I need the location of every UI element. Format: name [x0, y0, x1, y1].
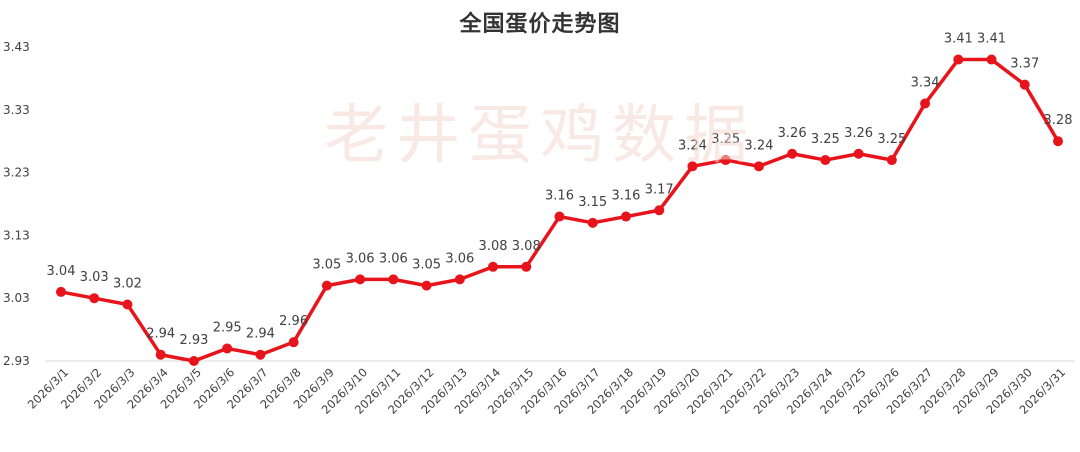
data-label: 3.28 — [1044, 113, 1073, 128]
data-point — [56, 286, 66, 297]
chart-title: 全国蛋价走势图 — [459, 12, 621, 37]
data-label: 3.34 — [911, 76, 940, 91]
data-label: 2.95 — [213, 320, 242, 335]
data-point — [920, 98, 931, 109]
y-tick-label: 3.13 — [3, 228, 30, 242]
data-point — [155, 349, 166, 360]
data-point — [1053, 136, 1063, 147]
y-tick-label: 3.03 — [3, 291, 30, 305]
data-label: 3.41 — [977, 32, 1006, 47]
data-point — [720, 155, 731, 166]
data-label: 3.02 — [113, 276, 142, 291]
y-tick-label: 3.43 — [3, 40, 30, 54]
data-point — [886, 155, 897, 166]
data-point — [188, 356, 199, 366]
data-point — [89, 293, 100, 304]
data-label: 3.17 — [645, 182, 674, 197]
data-point — [753, 161, 764, 172]
data-point — [953, 54, 964, 65]
data-label: 3.25 — [877, 132, 906, 147]
data-label: 3.06 — [445, 251, 474, 266]
data-point — [654, 205, 665, 216]
y-tick-label: 3.33 — [3, 103, 30, 117]
data-point — [421, 280, 432, 291]
data-label: 2.93 — [179, 333, 208, 348]
data-label: 3.15 — [578, 195, 607, 210]
data-point — [820, 155, 831, 166]
data-label: 3.37 — [1010, 57, 1039, 72]
data-label: 2.96 — [279, 314, 308, 329]
data-label: 3.16 — [545, 189, 574, 204]
data-label: 3.26 — [844, 126, 873, 141]
data-point — [853, 148, 864, 159]
data-point — [488, 261, 499, 272]
data-label: 2.94 — [246, 327, 275, 342]
data-point — [454, 274, 465, 285]
data-label: 3.08 — [479, 239, 508, 254]
data-point — [687, 161, 698, 172]
data-label: 3.16 — [611, 189, 640, 204]
series-line — [59, 57, 1060, 363]
data-label: 3.05 — [412, 258, 441, 273]
data-label: 3.25 — [811, 132, 840, 147]
data-point — [355, 274, 366, 285]
data-label: 3.26 — [778, 126, 807, 141]
data-point — [388, 274, 399, 285]
data-point — [222, 343, 233, 354]
data-label: 3.04 — [47, 264, 76, 279]
data-label: 3.08 — [512, 239, 541, 254]
y-tick-label: 3.23 — [3, 166, 30, 180]
data-label: 3.25 — [711, 132, 740, 147]
data-point — [255, 349, 266, 360]
data-label: 3.24 — [744, 138, 773, 153]
data-point — [554, 211, 565, 222]
data-label: 2.94 — [146, 327, 175, 342]
data-point — [1019, 79, 1030, 90]
data-point — [521, 261, 532, 272]
data-point — [122, 299, 133, 310]
data-point — [587, 217, 598, 228]
data-point — [620, 211, 631, 222]
data-label: 3.05 — [312, 258, 341, 273]
data-label: 3.03 — [80, 270, 109, 285]
data-point — [321, 280, 332, 291]
data-point — [986, 54, 997, 65]
data-point — [288, 337, 299, 348]
y-tick-label: 2.93 — [3, 354, 30, 368]
data-label: 3.06 — [346, 251, 375, 266]
data-label: 3.06 — [379, 251, 408, 266]
data-label: 3.24 — [678, 138, 707, 153]
data-point — [787, 148, 798, 159]
data-label: 3.41 — [944, 32, 973, 47]
